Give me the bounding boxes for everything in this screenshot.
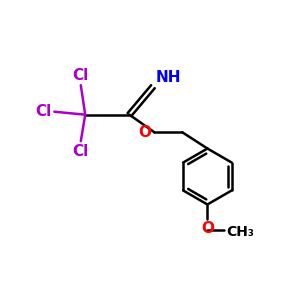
Text: Cl: Cl [73,68,89,83]
Text: O: O [138,125,151,140]
Text: NH: NH [156,70,182,85]
Text: Cl: Cl [73,143,89,158]
Text: Cl: Cl [36,104,52,119]
Text: CH₃: CH₃ [226,225,254,239]
Text: O: O [201,221,214,236]
